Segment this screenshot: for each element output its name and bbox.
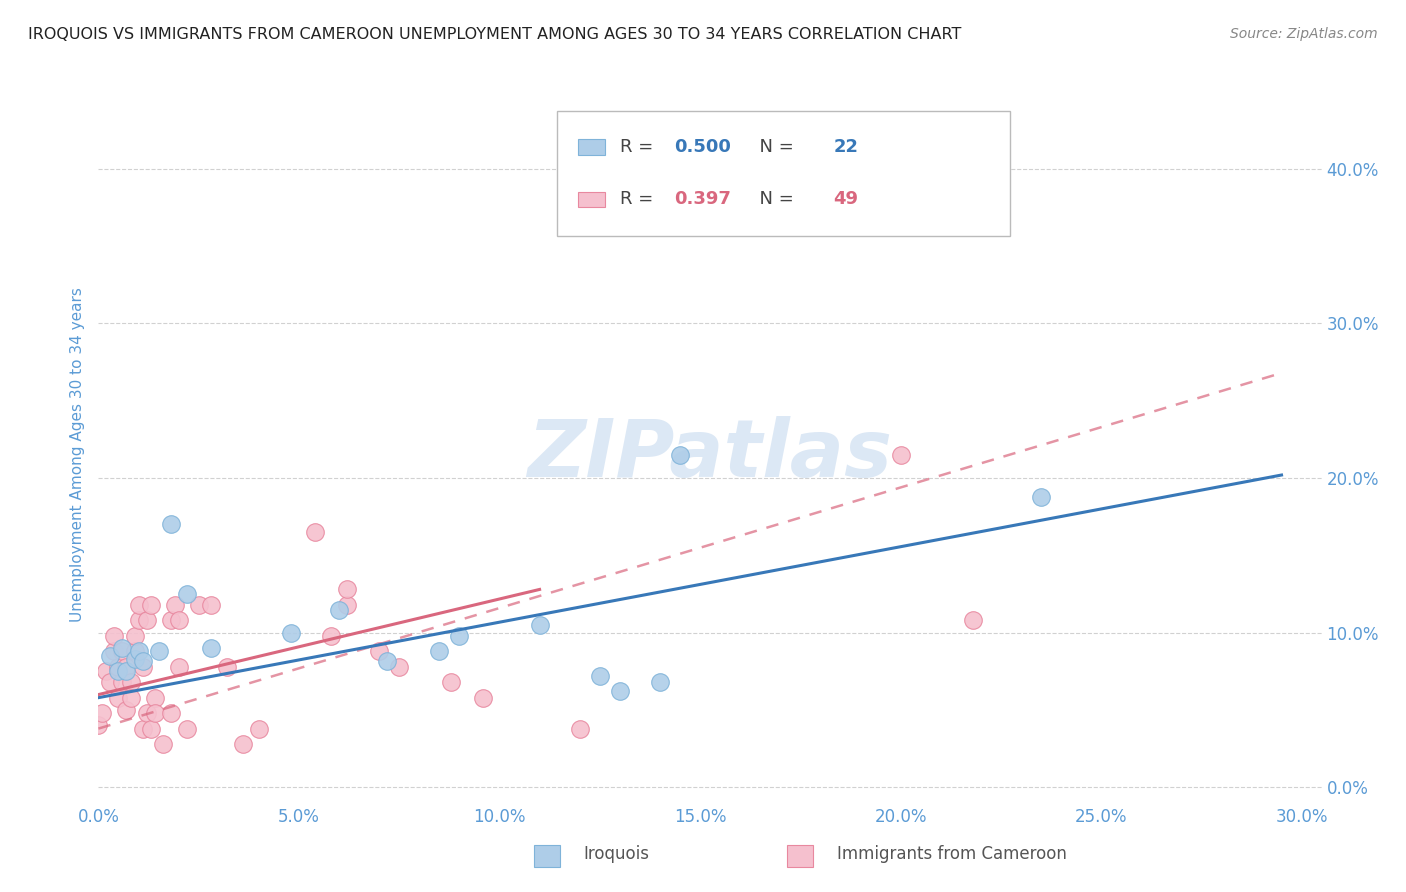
Text: 22: 22 <box>834 138 859 156</box>
Text: Iroquois: Iroquois <box>583 845 650 863</box>
Point <box>319 629 342 643</box>
Point <box>232 737 254 751</box>
Point <box>328 602 350 616</box>
Point <box>388 659 411 673</box>
Point <box>440 675 463 690</box>
Text: 49: 49 <box>834 190 859 208</box>
Point <box>135 613 157 627</box>
Point <box>648 675 671 690</box>
Point <box>336 582 359 597</box>
Point <box>131 659 153 673</box>
Point <box>159 613 181 627</box>
Point <box>87 718 110 732</box>
Point <box>200 598 222 612</box>
Text: IROQUOIS VS IMMIGRANTS FROM CAMEROON UNEMPLOYMENT AMONG AGES 30 TO 34 YEARS CORR: IROQUOIS VS IMMIGRANTS FROM CAMEROON UNE… <box>28 27 962 42</box>
Point <box>103 644 125 658</box>
Bar <box>578 192 605 207</box>
Point <box>124 644 146 658</box>
Point <box>139 722 162 736</box>
Point <box>120 690 142 705</box>
FancyBboxPatch shape <box>557 111 1010 235</box>
Point <box>111 641 134 656</box>
Point <box>107 665 129 679</box>
Point <box>143 690 166 705</box>
Point <box>128 598 150 612</box>
Point <box>115 665 138 679</box>
Point <box>152 737 174 751</box>
Point <box>148 644 170 658</box>
Point <box>167 613 190 627</box>
Point <box>100 675 122 690</box>
Point <box>280 625 302 640</box>
Point <box>176 722 198 736</box>
Point <box>128 613 150 627</box>
Point <box>589 669 612 683</box>
Point <box>103 629 125 643</box>
Point <box>247 722 270 736</box>
Point <box>124 629 146 643</box>
Y-axis label: Unemployment Among Ages 30 to 34 years: Unemployment Among Ages 30 to 34 years <box>70 287 86 623</box>
Point <box>96 665 118 679</box>
Point <box>100 648 122 663</box>
Point <box>135 706 157 720</box>
Text: Source: ZipAtlas.com: Source: ZipAtlas.com <box>1230 27 1378 41</box>
Point <box>568 722 591 736</box>
Point <box>609 684 631 698</box>
Point <box>111 675 134 690</box>
Text: 0.500: 0.500 <box>675 138 731 156</box>
Point <box>529 618 551 632</box>
Point <box>163 598 186 612</box>
Point <box>1029 490 1052 504</box>
Text: 0.397: 0.397 <box>675 190 731 208</box>
Text: ZIPatlas: ZIPatlas <box>527 416 893 494</box>
Text: N =: N = <box>748 138 800 156</box>
Point <box>115 703 138 717</box>
Point <box>215 659 238 673</box>
Point <box>336 598 359 612</box>
Point <box>131 654 153 668</box>
Point <box>427 644 450 658</box>
Point <box>91 706 114 720</box>
Point <box>124 652 146 666</box>
Point <box>128 644 150 658</box>
Point <box>889 448 911 462</box>
Point <box>176 587 198 601</box>
Point <box>200 641 222 656</box>
Point <box>449 629 471 643</box>
Point <box>131 722 153 736</box>
Text: R =: R = <box>620 190 658 208</box>
Point <box>375 654 398 668</box>
Point <box>107 659 129 673</box>
Point <box>159 517 181 532</box>
Point <box>111 644 134 658</box>
Bar <box>578 139 605 155</box>
Point <box>187 598 209 612</box>
Point <box>368 644 391 658</box>
Point <box>304 525 326 540</box>
Point <box>120 675 142 690</box>
Point <box>962 613 984 627</box>
Text: N =: N = <box>748 190 800 208</box>
Point <box>143 706 166 720</box>
Point <box>139 598 162 612</box>
Point <box>167 659 190 673</box>
Point <box>472 690 495 705</box>
Point <box>159 706 181 720</box>
Text: Immigrants from Cameroon: Immigrants from Cameroon <box>837 845 1066 863</box>
Text: R =: R = <box>620 138 658 156</box>
Point <box>107 690 129 705</box>
Point <box>669 448 692 462</box>
Point <box>115 659 138 673</box>
